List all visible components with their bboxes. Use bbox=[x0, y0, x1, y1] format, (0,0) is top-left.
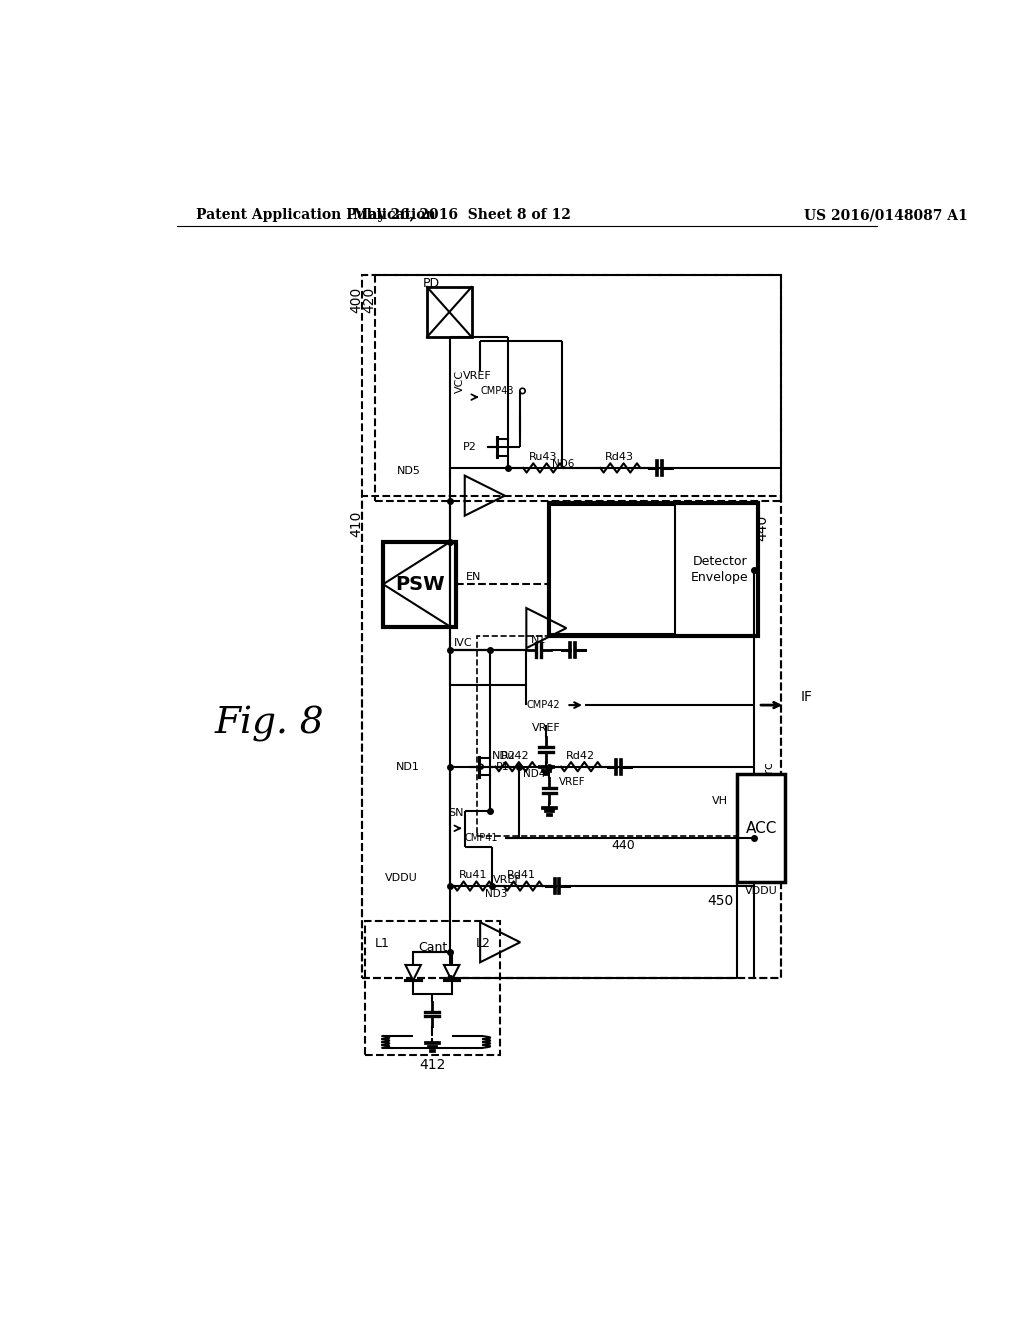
Text: Detector: Detector bbox=[692, 556, 746, 569]
Text: 412: 412 bbox=[420, 1057, 446, 1072]
Text: ND6: ND6 bbox=[552, 459, 574, 469]
Text: CMP43: CMP43 bbox=[480, 385, 514, 396]
Text: Rd41: Rd41 bbox=[507, 870, 537, 880]
Text: Logic: Logic bbox=[594, 570, 631, 585]
Text: 400: 400 bbox=[349, 286, 364, 313]
Text: ND4: ND4 bbox=[523, 770, 545, 779]
Text: VREF: VREF bbox=[559, 777, 586, 787]
Text: 440: 440 bbox=[755, 515, 769, 541]
Text: ND3: ND3 bbox=[485, 888, 508, 899]
Text: 410: 410 bbox=[349, 511, 364, 537]
Text: VDDU: VDDU bbox=[385, 874, 418, 883]
Text: VDDU: VDDU bbox=[744, 887, 777, 896]
Text: P2: P2 bbox=[463, 442, 477, 453]
Polygon shape bbox=[444, 965, 460, 981]
Text: PD: PD bbox=[423, 277, 440, 290]
Bar bbox=[477, 636, 755, 836]
Text: CMP42: CMP42 bbox=[526, 700, 560, 710]
Text: May 26, 2016  Sheet 8 of 12: May 26, 2016 Sheet 8 of 12 bbox=[352, 209, 570, 222]
Text: SN: SN bbox=[449, 808, 464, 818]
Bar bbox=[361, 276, 781, 978]
Text: ACC: ACC bbox=[745, 821, 777, 836]
Text: IF: IF bbox=[801, 690, 812, 705]
Text: PSW: PSW bbox=[395, 574, 444, 594]
Text: L1: L1 bbox=[375, 937, 390, 950]
Bar bbox=[366, 921, 500, 1056]
Text: CMP41: CMP41 bbox=[465, 833, 499, 842]
Text: 442: 442 bbox=[647, 508, 672, 520]
Text: 440: 440 bbox=[611, 838, 635, 851]
Text: ND1: ND1 bbox=[395, 762, 419, 772]
Text: Cant: Cant bbox=[418, 941, 447, 954]
Text: L2: L2 bbox=[476, 937, 490, 950]
Text: ND5: ND5 bbox=[397, 466, 421, 477]
Text: Circuit: Circuit bbox=[590, 554, 635, 569]
Text: EN: EN bbox=[466, 572, 481, 582]
Text: VREF: VREF bbox=[532, 723, 561, 733]
Text: Fig. 8: Fig. 8 bbox=[214, 706, 324, 742]
Bar bbox=[376, 276, 781, 502]
Bar bbox=[737, 775, 785, 882]
Text: Ru43: Ru43 bbox=[529, 453, 557, 462]
Text: 420: 420 bbox=[362, 286, 376, 313]
Text: 450: 450 bbox=[708, 895, 733, 908]
Text: VH: VH bbox=[712, 796, 728, 807]
Text: P1: P1 bbox=[497, 762, 510, 772]
Bar bbox=[361, 496, 781, 978]
Text: VREF: VREF bbox=[493, 875, 521, 884]
Text: Vsrc: Vsrc bbox=[763, 760, 776, 788]
Text: VREF: VREF bbox=[463, 371, 492, 380]
Bar bbox=[550, 504, 675, 635]
Text: Envelope: Envelope bbox=[691, 570, 749, 583]
Text: N1: N1 bbox=[531, 635, 547, 645]
Text: US 2016/0148087 A1: US 2016/0148087 A1 bbox=[804, 209, 968, 222]
Text: ND2: ND2 bbox=[492, 751, 516, 760]
Bar bbox=[549, 503, 758, 636]
Polygon shape bbox=[406, 965, 421, 981]
Bar bbox=[383, 543, 457, 627]
Text: Rd43: Rd43 bbox=[605, 453, 634, 462]
Text: Patent Application Publication: Patent Application Publication bbox=[196, 209, 435, 222]
Text: Ru41: Ru41 bbox=[459, 870, 487, 880]
Text: IVC: IVC bbox=[454, 639, 473, 648]
Text: VCC: VCC bbox=[455, 370, 465, 393]
Bar bbox=[427, 286, 472, 337]
Text: Ru42: Ru42 bbox=[501, 751, 529, 760]
Text: Rd42: Rd42 bbox=[565, 751, 595, 760]
